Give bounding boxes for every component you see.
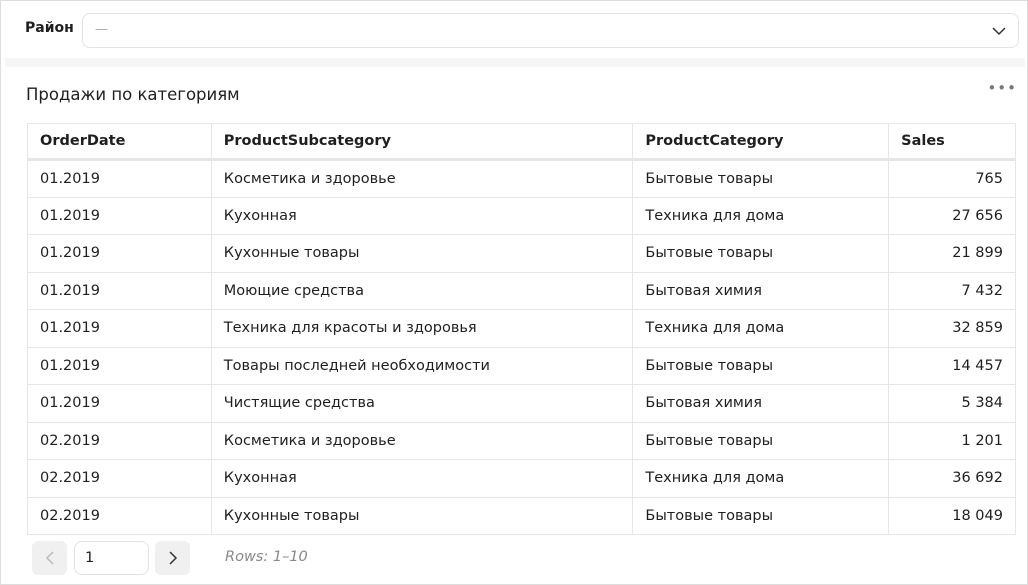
more-options-icon[interactable]: ••• <box>987 79 1017 97</box>
table-cell: 21 899 <box>888 234 1016 273</box>
table-cell: 01.2019 <box>27 196 212 235</box>
table-row: 01.2019 Техника для красоты и здоровья Тех… <box>27 309 1016 348</box>
table-cell: 14 457 <box>888 346 1016 385</box>
table-cell: 01.2019 <box>27 309 212 348</box>
table-cell: 1 201 <box>888 421 1016 460</box>
table-cell: Бытовые товары <box>632 421 890 460</box>
table-cell: Бытовые товары <box>632 234 890 273</box>
table-cell: Техника для красоты и здоровья <box>210 309 634 348</box>
table-row: 01.2019 Товары последней необходимости Быт… <box>27 346 1016 385</box>
table-cell: Кухонная <box>210 459 634 498</box>
table-cell: 02.2019 <box>27 421 212 460</box>
table-cell: Техника для дома <box>632 309 890 348</box>
table-cell: 02.2019 <box>27 459 212 498</box>
table-row: 01.2019 Косметика и здоровье Бытовые товар… <box>27 159 1016 198</box>
table-cell: 01.2019 <box>27 271 212 310</box>
column-header[interactable]: ProductCategory <box>632 123 890 161</box>
table-cell: 01.2019 <box>27 234 212 273</box>
table-cell: Кухонные товары <box>210 496 634 535</box>
table-row: 01.2019 Кухонная Техника для дома 27 656 <box>27 196 1016 235</box>
table-cell: Косметика и здоровье <box>210 421 634 460</box>
table-row: 02.2019 Кухонная Техника для дома 36 692 <box>27 459 1016 498</box>
widget-title: Продажи по категориям <box>26 85 240 104</box>
column-header[interactable]: Sales <box>888 123 1016 161</box>
rows-range: Rows: 1–10 <box>225 549 308 565</box>
table-cell: Моющие средства <box>210 271 634 310</box>
table-cell: 32 859 <box>888 309 1016 348</box>
divider <box>5 58 1025 67</box>
table-widget: Продажи по категориям ••• OrderDate Produ… <box>5 67 1025 585</box>
filter-label: Район <box>25 20 74 36</box>
table-cell: Бытовые товары <box>632 496 890 535</box>
table-cell: Кухонные товары <box>210 234 634 273</box>
table-cell: Бытовые товары <box>632 346 890 385</box>
column-header[interactable]: OrderDate <box>27 123 212 161</box>
table-cell: 27 656 <box>888 196 1016 235</box>
table-cell: Техника для дома <box>632 196 890 235</box>
select-value: — <box>95 22 108 37</box>
table-row: 01.2019 Кухонные товары Бытовые товары 21 8… <box>27 234 1016 273</box>
data-table: OrderDate ProductSubcategory ProductCatego… <box>27 123 1016 535</box>
column-header[interactable]: ProductSubcategory <box>210 123 634 161</box>
table-cell: 765 <box>888 159 1016 198</box>
chevron-down-icon <box>992 27 1006 36</box>
chevron-left-icon <box>45 551 54 565</box>
table-cell: Бытовая химия <box>632 271 890 310</box>
table-cell: 36 692 <box>888 459 1016 498</box>
table-cell: Кухонная <box>210 196 634 235</box>
table-cell: Чистящие средства <box>210 384 634 423</box>
table-cell: Товары последней необходимости <box>210 346 634 385</box>
table-cell: 18 049 <box>888 496 1016 535</box>
district-select[interactable]: — <box>82 13 1019 48</box>
table-cell: 01.2019 <box>27 384 212 423</box>
table-row: 02.2019 Кухонные товары Бытовые товары 18 0… <box>27 496 1016 535</box>
filter-row: Район — <box>1 1 1027 58</box>
table-cell: 7 432 <box>888 271 1016 310</box>
table-row: 01.2019 Моющие средства Бытовая химия 7 432 <box>27 271 1016 310</box>
table-row: 01.2019 Чистящие средства Бытовая химия 5 3… <box>27 384 1016 423</box>
table-cell: Техника для дома <box>632 459 890 498</box>
table-cell: 02.2019 <box>27 496 212 535</box>
page-input[interactable]: 1 <box>74 541 149 575</box>
table-cell: Бытовые товары <box>632 159 890 198</box>
next-page-button[interactable] <box>155 541 190 575</box>
table-cell: 5 384 <box>888 384 1016 423</box>
table-cell: 01.2019 <box>27 346 212 385</box>
table-cell: Косметика и здоровье <box>210 159 634 198</box>
chevron-right-icon <box>168 551 177 565</box>
table-cell: 01.2019 <box>27 159 212 198</box>
table-row: 02.2019 Косметика и здоровье Бытовые товар… <box>27 421 1016 460</box>
prev-page-button[interactable] <box>32 541 67 575</box>
table-cell: Бытовая химия <box>632 384 890 423</box>
